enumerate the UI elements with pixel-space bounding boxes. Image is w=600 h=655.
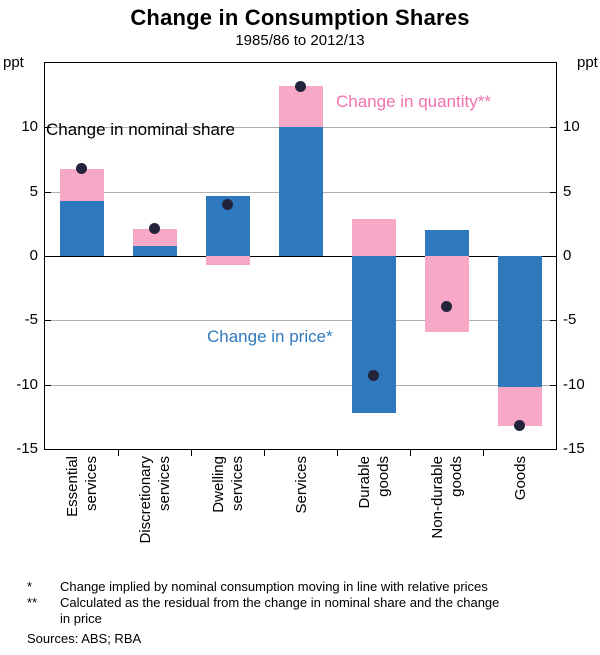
y-axis-label-right: 0 <box>563 247 572 264</box>
x-category-label-line: services <box>228 456 246 512</box>
price-bar-segment <box>497 256 542 388</box>
price-bar-segment <box>424 230 469 256</box>
annotation-price: Change in price* <box>207 327 333 346</box>
footnotes: * Change implied by nominal consumption … <box>0 579 600 647</box>
y-axis-unit-right: ppt <box>577 54 598 71</box>
x-category-label-line: goods <box>447 456 465 497</box>
zero-line <box>45 256 556 257</box>
x-category-label: Dwelling services <box>208 456 248 576</box>
footnote-1: * Change implied by nominal consumption … <box>0 579 600 595</box>
y-tick-mark <box>45 320 51 322</box>
y-axis-label-left: -15 <box>16 440 38 457</box>
quantity-bar-segment <box>351 218 396 256</box>
x-category-label-line: Essential <box>63 456 81 517</box>
plot-area <box>44 62 557 450</box>
x-category-label-line: services <box>155 456 173 512</box>
price-bar-segment <box>278 127 323 256</box>
nominal-share-dot <box>149 223 160 235</box>
y-axis-label-right: 10 <box>563 118 580 136</box>
y-axis-label-left: 5 <box>29 182 38 200</box>
y-tick-mark <box>550 384 556 386</box>
nominal-share-dot <box>441 300 452 312</box>
y-tick-mark <box>550 320 556 322</box>
x-category-label: Durable goods <box>354 456 394 576</box>
y-axis-label-right: -15 <box>563 440 585 457</box>
y-tick-mark <box>550 127 556 129</box>
footnote-2: ** Calculated as the residual from the c… <box>0 595 600 627</box>
x-axis-tick <box>191 450 192 456</box>
x-category-label: Goods <box>500 456 540 576</box>
footnote-1-marker: * <box>27 579 33 594</box>
y-tick-mark <box>45 191 51 193</box>
nominal-share-dot <box>222 199 233 211</box>
x-axis-tick <box>337 450 338 456</box>
nominal-share-dot <box>514 420 525 432</box>
gridline <box>45 384 556 386</box>
x-category-label-line: Discretionary <box>136 456 154 544</box>
nominal-share-dot <box>76 163 87 174</box>
chart-title: Change in Consumption Shares <box>130 5 470 30</box>
x-category-label-line: Dwelling <box>209 456 227 513</box>
x-axis-tick <box>410 450 411 456</box>
footnote-2-marker: ** <box>27 595 38 610</box>
x-category-label: Services <box>281 456 321 576</box>
x-category-label-line: Services <box>292 456 309 514</box>
y-tick-mark <box>45 127 51 129</box>
nominal-share-dot <box>295 80 306 92</box>
footnote-1-text: Change implied by nominal consumption mo… <box>60 579 488 594</box>
y-tick-mark <box>550 191 556 193</box>
x-axis-tick <box>264 450 265 456</box>
price-bar-segment <box>351 256 396 413</box>
x-category-label: Non-durable goods <box>427 456 467 576</box>
quantity-bar-segment <box>497 387 542 426</box>
y-axis-label-left: -5 <box>24 311 38 329</box>
gridline <box>45 320 556 322</box>
quantity-bar-segment <box>278 86 323 128</box>
x-axis-tick <box>118 450 119 456</box>
chart-subtitle: 1985/86 to 2012/13 <box>235 32 365 49</box>
y-axis-label-right: 5 <box>563 182 572 200</box>
nominal-share-dot <box>368 370 379 382</box>
quantity-bar-segment <box>132 228 177 246</box>
x-category-label-line: Non-durable <box>428 456 446 539</box>
y-tick-mark <box>45 256 51 257</box>
x-category-label-line: goods <box>374 456 392 497</box>
footnote-2-text: Calculated as the residual from the chan… <box>60 595 500 626</box>
x-category-label: Essential services <box>62 456 102 576</box>
y-axis-label-left: 0 <box>29 247 38 264</box>
y-tick-mark <box>550 256 556 257</box>
price-bar-segment <box>132 245 177 256</box>
annotation-nominal-share: Change in nominal share <box>46 120 236 139</box>
y-axis-label-left: -10 <box>16 375 38 393</box>
x-category-label: Discretionary services <box>135 456 175 576</box>
y-tick-mark <box>45 384 51 386</box>
y-axis-label-left: 10 <box>21 118 38 136</box>
annotation-quantity: Change in quantity** <box>336 92 492 111</box>
quantity-bar-segment <box>424 256 469 332</box>
y-axis-label-right: -10 <box>563 375 585 393</box>
sources-note: Sources: ABS; RBA <box>27 631 142 646</box>
y-axis-unit-left: ppt <box>3 54 24 71</box>
x-axis-tick <box>483 450 484 456</box>
y-axis-label-right: -5 <box>563 311 577 329</box>
price-bar-segment <box>59 200 104 256</box>
x-category-label-line: services <box>82 456 100 512</box>
x-category-label-line: Goods <box>511 456 528 501</box>
x-category-label-line: Durable <box>355 456 373 509</box>
quantity-bar-segment <box>205 256 250 265</box>
